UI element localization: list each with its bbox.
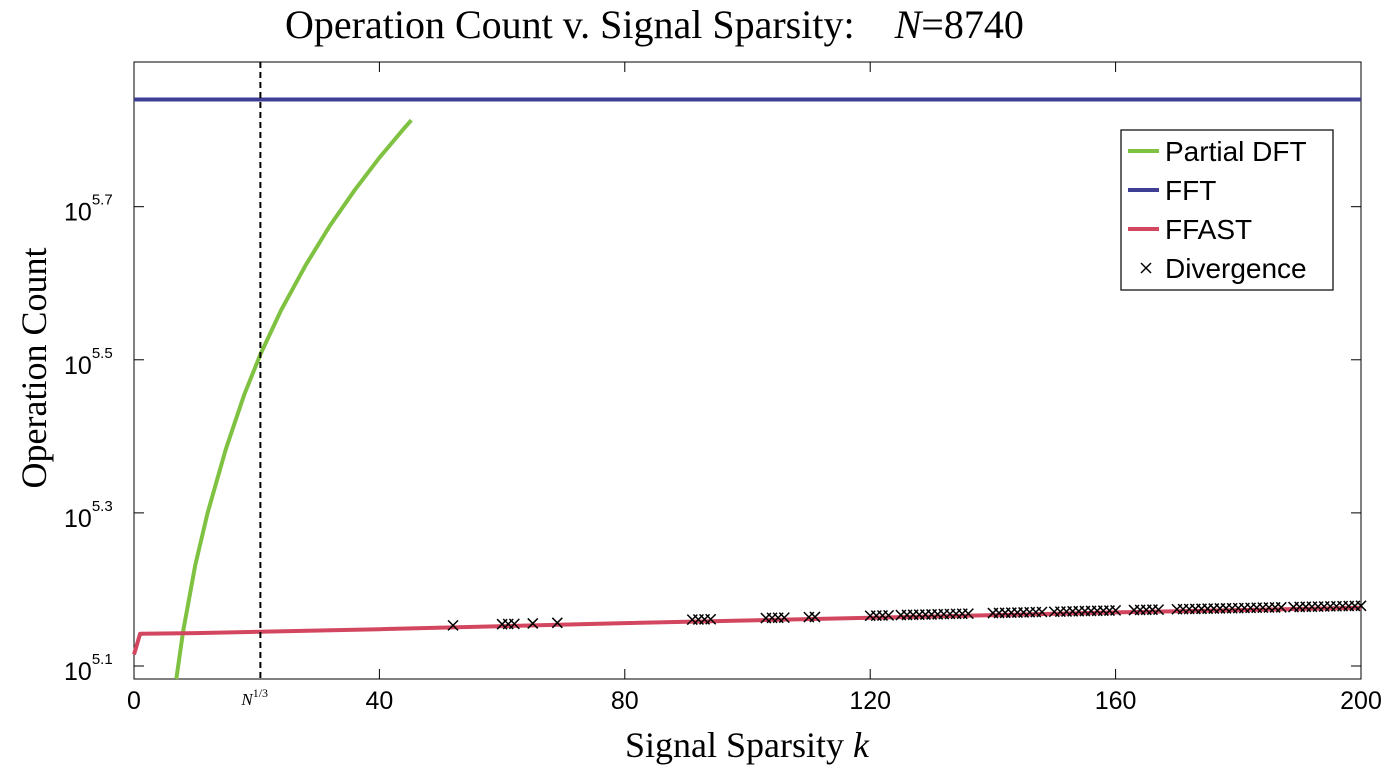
legend-label: Divergence xyxy=(1165,253,1307,284)
y-tick-exponent: 5.7 xyxy=(92,192,113,209)
divergence-marker xyxy=(962,608,974,620)
vline-label-exp: 1/3 xyxy=(253,686,268,700)
y-tick-label: 105.5 xyxy=(64,345,113,380)
y-tick-exponent: 5.5 xyxy=(92,345,113,362)
divergence-marker xyxy=(705,613,717,625)
axis-ticks xyxy=(133,62,1362,679)
legend-swatch-divergence xyxy=(1140,262,1152,274)
legend: Partial DFT FFT FFAST Divergence xyxy=(1120,129,1334,291)
vline-label-base: N xyxy=(240,690,254,709)
divergence-marker xyxy=(508,618,520,630)
divergence-marker xyxy=(551,617,563,629)
divergence-marker xyxy=(527,617,539,629)
x-tick-label: 200 xyxy=(1340,687,1382,715)
x-axis-label-text: Signal Sparsity xyxy=(625,725,844,765)
y-tick-label: 105.7 xyxy=(64,192,113,227)
chart-title-text: Operation Count v. Signal Sparsity: xyxy=(285,2,855,47)
y-axis-label: Operation Count xyxy=(14,248,54,489)
chart-title: Operation Count v. Signal Sparsity: N=874… xyxy=(285,2,1024,47)
x-tick-label: 40 xyxy=(365,687,393,715)
legend-label: Partial DFT xyxy=(1165,136,1307,167)
series-line-partial-dft xyxy=(174,118,413,680)
x-tick-label: 80 xyxy=(611,687,639,715)
n-cube-root-label: N1/3 xyxy=(240,686,268,709)
y-tick-base: 10 xyxy=(64,658,92,686)
y-tick-label: 105.1 xyxy=(64,651,113,686)
legend-box xyxy=(1120,129,1334,291)
y-tick-exponent: 5.3 xyxy=(92,498,113,515)
chart-title-n-symbol: N xyxy=(894,2,924,47)
y-tick-exponent: 5.1 xyxy=(92,651,113,668)
divergence-marker xyxy=(883,609,895,621)
legend-label: FFT xyxy=(1165,175,1216,206)
x-tick-label: 120 xyxy=(849,687,891,715)
y-tick-label: 105.3 xyxy=(64,498,113,533)
divergence-marker xyxy=(1275,601,1287,613)
divergence-marker xyxy=(1153,604,1165,616)
divergence-marker xyxy=(447,619,459,631)
divergence-markers xyxy=(447,600,1367,631)
y-tick-base: 10 xyxy=(64,352,92,380)
divergence-marker xyxy=(809,611,821,623)
divergence-marker xyxy=(1355,600,1367,612)
chart-title-n-value: =8740 xyxy=(921,2,1024,47)
x-axis-label: Signal Sparsity k xyxy=(625,725,870,765)
divergence-marker xyxy=(1036,606,1048,618)
divergence-marker xyxy=(778,612,790,624)
x-axis-label-var: k xyxy=(853,725,870,765)
y-tick-base: 10 xyxy=(64,505,92,533)
legend-label: FFAST xyxy=(1165,214,1252,245)
divergence-marker xyxy=(1110,604,1122,616)
y-tick-base: 10 xyxy=(64,199,92,227)
x-tick-labels: 0 40 80 120 160 200 xyxy=(127,687,1382,715)
x-tick-label: 160 xyxy=(1095,687,1137,715)
x-tick-label: 0 xyxy=(127,687,141,715)
